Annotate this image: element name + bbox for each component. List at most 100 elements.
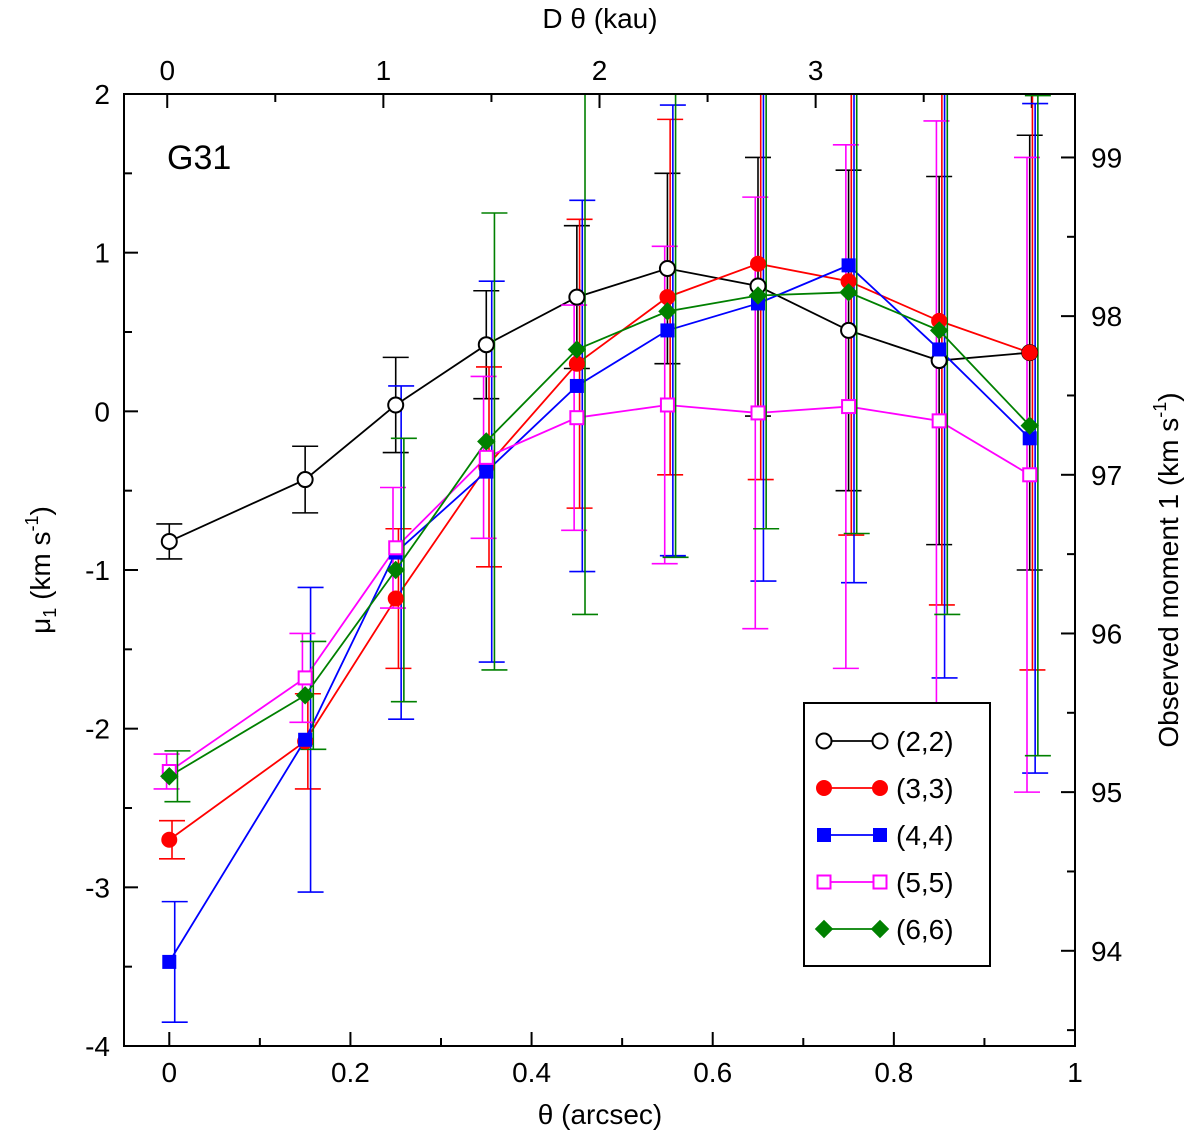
data-point: [161, 831, 178, 848]
data-point: [660, 323, 675, 338]
right-tick-label: 95: [1091, 777, 1122, 808]
legend-marker: [870, 919, 890, 939]
legend-marker: [872, 780, 888, 796]
right-tick-label: 96: [1091, 618, 1122, 649]
top-tick-label: 3: [808, 55, 824, 86]
data-point: [659, 397, 675, 413]
data-point: [387, 590, 404, 607]
y-tick-label: 0: [94, 396, 110, 427]
data-point: [387, 396, 405, 414]
legend-marker: [815, 732, 833, 750]
right-axis-title: Observed moment 1 (km s-1): [1150, 392, 1184, 747]
series-1: [156, 134, 1043, 571]
legend-marker: [873, 828, 887, 842]
x-tick-label: 0.4: [512, 1057, 551, 1088]
right-tick-label: 99: [1091, 142, 1122, 173]
legend-item: (3,3): [816, 773, 954, 804]
x-tick-label: 0: [161, 1057, 177, 1088]
y-tick-label: -2: [85, 714, 110, 745]
data-point: [162, 954, 177, 969]
y-axis-title-sub: 1: [40, 608, 60, 618]
y-tick-label: -1: [85, 555, 110, 586]
top-tick-label: 1: [376, 55, 392, 86]
data-point: [840, 321, 858, 339]
data-point: [841, 258, 856, 273]
data-point: [1021, 344, 1038, 361]
legend-label: (5,5): [896, 867, 954, 898]
data-point: [295, 686, 315, 705]
legend-marker: [816, 874, 832, 890]
series-2-markers: [161, 255, 1038, 848]
data-point: [569, 378, 584, 393]
top-axis-title: D θ (kau): [542, 3, 657, 34]
data-point: [386, 560, 405, 580]
x-tick-label: 0.6: [693, 1057, 732, 1088]
y-axis-title-mu: μ: [25, 618, 56, 634]
data-point: [658, 302, 677, 321]
y-axis-title-sup: -1: [22, 515, 42, 531]
legend-item: (2,2): [815, 726, 954, 757]
data-point: [839, 283, 858, 302]
data-point: [388, 540, 404, 556]
marker-layer: [160, 255, 1039, 969]
series-1-markers: [160, 260, 1039, 550]
legend-marker: [817, 828, 831, 842]
legend-item: (5,5): [816, 867, 954, 898]
data-point: [296, 471, 314, 489]
panel-label: G31: [167, 139, 231, 177]
right-axis-title-sup: -1: [1150, 402, 1170, 418]
data-point: [841, 399, 857, 415]
data-point: [750, 255, 766, 272]
top-tick-label: 2: [592, 55, 608, 86]
right-tick-label: 97: [1091, 460, 1122, 491]
series-line: [168, 291, 1031, 778]
right-tick-label: 94: [1091, 936, 1122, 967]
data-point: [658, 260, 676, 278]
data-point: [568, 288, 586, 306]
x-tick-label: 0.2: [331, 1057, 370, 1088]
x-tick-label: 0.8: [874, 1057, 913, 1088]
data-point: [748, 286, 768, 305]
right-axis-title-main: Observed moment 1 (km s: [1153, 418, 1184, 748]
y-tick-label: 2: [94, 79, 110, 110]
axes-ticks: 0 0.2 0.4 0.6 0.8 1 -4 -3 -2 -1 0 1 2 0 1 2 3 94 95 96 97 98 9…: [85, 55, 1122, 1088]
legend-label: (4,4): [896, 820, 954, 851]
y-axis-title-units: (km s: [25, 531, 56, 607]
data-point: [298, 732, 313, 747]
y-tick-label: -3: [85, 872, 110, 903]
data-point: [478, 449, 494, 465]
series-line: [168, 264, 1031, 963]
legend-marker: [814, 919, 834, 939]
series-5-markers: [160, 283, 1039, 786]
right-axis-title-close: ): [1153, 392, 1184, 401]
legend-item: (6,6): [814, 914, 954, 945]
legend-label: (3,3): [896, 773, 954, 804]
series-4: [153, 120, 1040, 793]
x-tick-label: 1: [1067, 1057, 1083, 1088]
y-tick-label: -4: [85, 1031, 110, 1062]
y-axis-title: μ1 (km s-1): [22, 506, 60, 634]
legend: (2,2) (3,3) (4,4) (5,5) (6,6): [803, 702, 991, 967]
data-point: [750, 405, 766, 421]
series-line: [168, 267, 1030, 543]
legend-item: (4,4): [817, 820, 954, 851]
data-point: [477, 432, 496, 451]
data-point: [929, 321, 949, 340]
x-axis-title: θ (arcsec): [538, 1099, 662, 1130]
data-point: [479, 464, 494, 479]
data-point: [1022, 467, 1038, 483]
plot-frame: [123, 93, 1076, 1047]
data-point: [160, 532, 178, 550]
legend-marker: [816, 780, 832, 796]
y-tick-label: 1: [94, 238, 110, 269]
data-point: [477, 336, 495, 354]
legend-label: (6,6): [896, 914, 954, 945]
data-point: [1020, 416, 1039, 435]
data-point: [567, 340, 587, 359]
legend-label: (2,2): [896, 726, 954, 757]
top-tick-label: 0: [159, 55, 175, 86]
legend-marker: [871, 732, 889, 750]
data-point: [160, 767, 179, 786]
series-line: [168, 404, 1031, 773]
